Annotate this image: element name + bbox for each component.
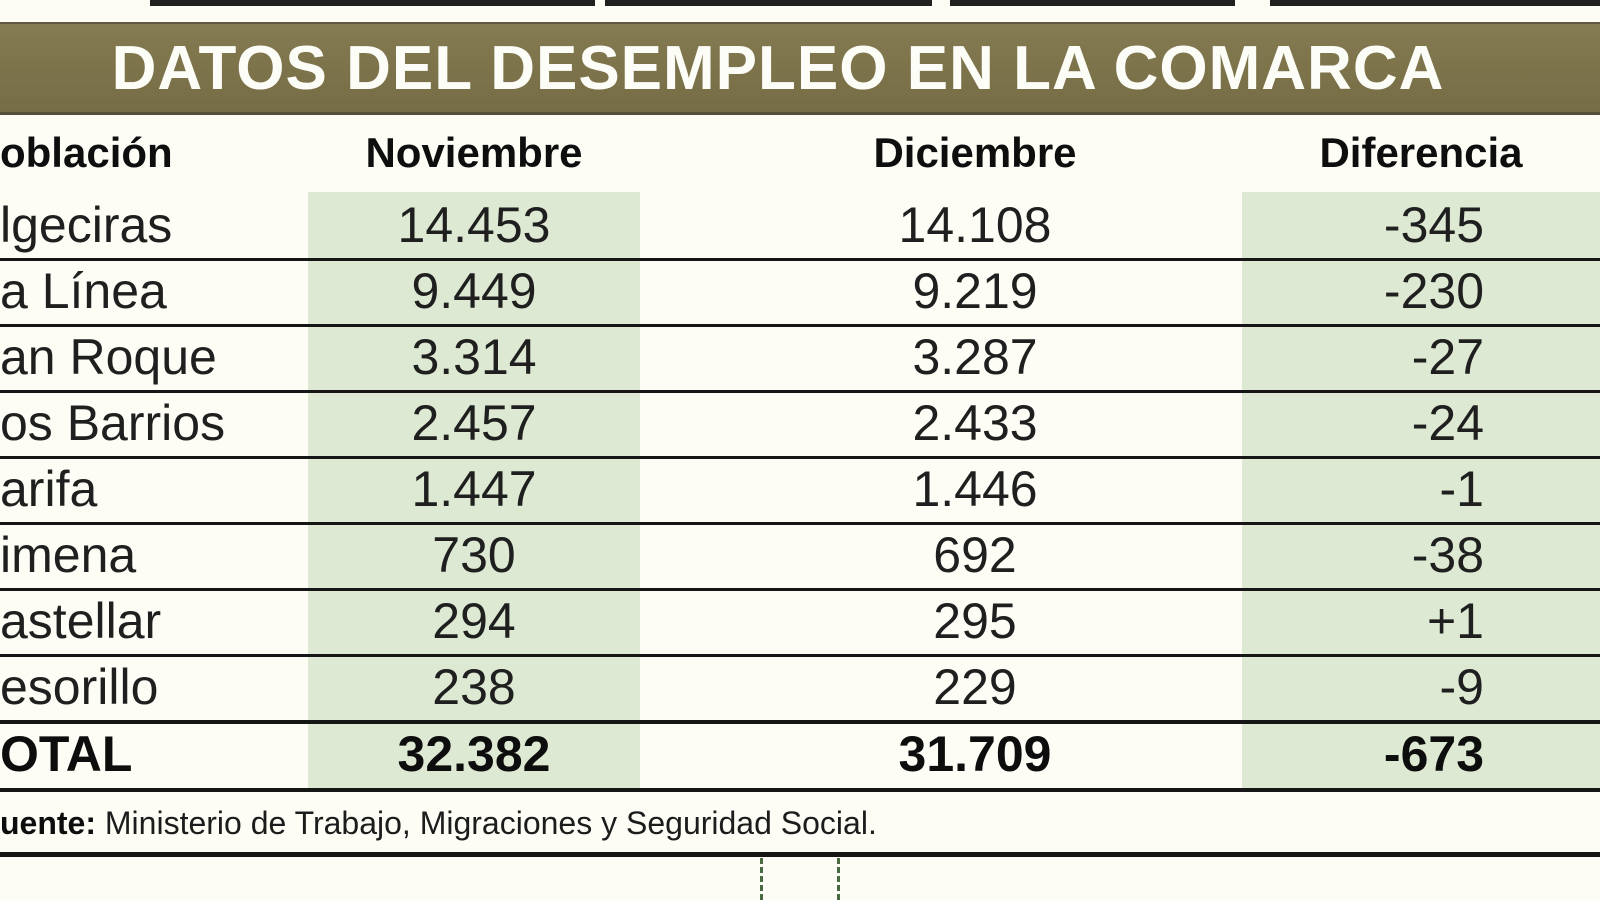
total-cell-diferencia: -673	[1383, 726, 1484, 782]
top-crop-dash	[605, 0, 932, 6]
diferencia-column-band	[1242, 192, 1600, 790]
source-text: Ministerio de Trabajo, Migraciones y Seg…	[96, 805, 877, 841]
row-divider	[0, 588, 1600, 591]
column-header-diciembre: Diciembre	[873, 129, 1077, 176]
bottom-chart-fragment-line	[837, 858, 840, 900]
cell-diferencia: -345	[1383, 197, 1484, 253]
row-label: an Roque	[0, 329, 217, 385]
table-total-row: OTAL 32.382 31.709 -673	[0, 720, 1600, 788]
cell-diciembre: 295	[933, 593, 1017, 649]
bottom-chart-fragment-line	[760, 858, 763, 900]
cell-diciembre: 14.108	[898, 197, 1052, 253]
row-divider	[0, 522, 1600, 525]
total-label: OTAL	[0, 726, 133, 782]
page-title: DATOS DEL DESEMPLEO EN LA COMARCA	[111, 33, 1445, 103]
total-bottom-divider	[0, 788, 1600, 792]
row-label: esorillo	[0, 659, 159, 715]
title-bar: DATOS DEL DESEMPLEO EN LA COMARCA	[0, 22, 1600, 115]
table-row: astellar 294 295 +1	[0, 588, 1600, 654]
table-row: os Barrios 2.457 2.433 -24	[0, 390, 1600, 456]
row-divider	[0, 654, 1600, 657]
row-divider	[0, 456, 1600, 459]
cell-diferencia: -9	[1439, 659, 1484, 715]
top-crop-dash	[150, 0, 595, 6]
row-label: lgeciras	[0, 197, 173, 253]
total-cell-noviembre: 32.382	[397, 726, 551, 782]
cell-diciembre: 1.446	[912, 461, 1038, 517]
cell-diferencia: -38	[1411, 527, 1484, 583]
top-crop-dash	[1270, 0, 1600, 6]
noviembre-column-band	[308, 192, 640, 790]
row-divider	[0, 324, 1600, 327]
column-header-noviembre: Noviembre	[365, 129, 583, 176]
cell-diciembre: 9.219	[912, 263, 1038, 319]
cell-noviembre: 1.447	[411, 461, 537, 517]
cell-diferencia: +1	[1426, 593, 1484, 649]
cell-diciembre: 229	[933, 659, 1017, 715]
row-label: arifa	[0, 461, 98, 517]
source-note: uente: Ministerio de Trabajo, Migracione…	[0, 795, 1600, 852]
cell-diferencia: -24	[1411, 395, 1484, 451]
total-cell-diciembre: 31.709	[898, 726, 1052, 782]
row-label: astellar	[0, 593, 162, 649]
row-label: a Línea	[0, 263, 167, 319]
cell-noviembre: 730	[432, 527, 516, 583]
cell-diferencia: -230	[1383, 263, 1484, 319]
column-header-diferencia: Diferencia	[1319, 129, 1523, 176]
cell-noviembre: 2.457	[411, 395, 537, 451]
table-header-row: oblación Noviembre Diciembre Diferencia	[0, 118, 1600, 188]
cell-diciembre: 2.433	[912, 395, 1038, 451]
source-label: uente:	[0, 805, 96, 841]
column-header-poblacion: oblación	[0, 129, 173, 176]
table-row: esorillo 238 229 -9	[0, 654, 1600, 720]
cell-noviembre: 3.314	[411, 329, 537, 385]
row-divider	[0, 258, 1600, 261]
table-row: a Línea 9.449 9.219 -230	[0, 258, 1600, 324]
cell-noviembre: 9.449	[411, 263, 537, 319]
table-row: arifa 1.447 1.446 -1	[0, 456, 1600, 522]
total-top-divider	[0, 720, 1600, 724]
cell-diferencia: -1	[1439, 461, 1484, 517]
cell-noviembre: 238	[432, 659, 516, 715]
cell-diferencia: -27	[1411, 329, 1484, 385]
cell-noviembre: 294	[432, 593, 516, 649]
cell-noviembre: 14.453	[397, 197, 551, 253]
row-divider	[0, 390, 1600, 393]
row-label: os Barrios	[0, 395, 226, 451]
table-row: lgeciras 14.453 14.108 -345	[0, 192, 1600, 258]
cell-diciembre: 692	[933, 527, 1017, 583]
row-label: imena	[0, 527, 137, 583]
table-row: an Roque 3.314 3.287 -27	[0, 324, 1600, 390]
footer-bottom-divider	[0, 852, 1600, 857]
cell-diciembre: 3.287	[912, 329, 1038, 385]
top-crop-dash	[950, 0, 1235, 6]
table-row: imena 730 692 -38	[0, 522, 1600, 588]
